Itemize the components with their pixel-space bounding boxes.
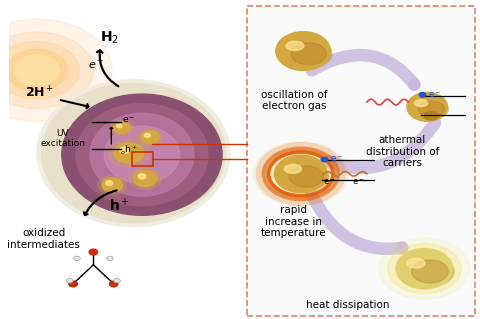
Circle shape <box>141 131 159 144</box>
Ellipse shape <box>283 39 332 69</box>
Text: e$^-$: e$^-$ <box>428 90 442 100</box>
Circle shape <box>0 32 94 108</box>
Ellipse shape <box>291 43 326 65</box>
Circle shape <box>73 256 80 261</box>
Ellipse shape <box>286 41 304 50</box>
Circle shape <box>110 120 133 135</box>
Circle shape <box>109 281 118 287</box>
Text: e$^-$: e$^-$ <box>330 155 344 164</box>
Circle shape <box>379 238 469 299</box>
Text: rapid
increase in
temperature: rapid increase in temperature <box>261 205 326 238</box>
Circle shape <box>129 168 161 189</box>
Circle shape <box>107 256 113 261</box>
Ellipse shape <box>84 107 221 212</box>
Text: oxidized
intermediates: oxidized intermediates <box>8 228 80 250</box>
Text: UV
excitation: UV excitation <box>40 129 85 148</box>
Text: H$_2$: H$_2$ <box>100 30 120 47</box>
Circle shape <box>138 174 146 179</box>
Circle shape <box>117 124 122 128</box>
Text: heat dissipation: heat dissipation <box>306 300 390 310</box>
Ellipse shape <box>284 164 301 173</box>
Ellipse shape <box>412 98 448 120</box>
Text: 2H$^+$: 2H$^+$ <box>24 85 54 100</box>
Circle shape <box>114 143 144 163</box>
Circle shape <box>89 249 97 255</box>
Circle shape <box>321 157 328 162</box>
Circle shape <box>144 133 150 137</box>
Circle shape <box>0 41 79 99</box>
Text: athermal
distribution of
carriers: athermal distribution of carriers <box>366 135 439 168</box>
Circle shape <box>0 19 112 121</box>
Circle shape <box>113 122 130 133</box>
Text: e$^-$: e$^-$ <box>88 60 104 71</box>
Circle shape <box>67 278 73 283</box>
Circle shape <box>102 178 122 192</box>
Circle shape <box>14 55 60 85</box>
Ellipse shape <box>42 84 226 223</box>
FancyArrowPatch shape <box>329 123 435 168</box>
Ellipse shape <box>76 104 208 206</box>
Circle shape <box>6 49 68 91</box>
Circle shape <box>120 147 130 153</box>
FancyArrowPatch shape <box>312 55 414 85</box>
Circle shape <box>114 278 120 283</box>
FancyArrowPatch shape <box>312 194 402 249</box>
Circle shape <box>387 244 461 293</box>
Circle shape <box>98 175 126 195</box>
Circle shape <box>69 281 77 287</box>
Circle shape <box>106 181 113 185</box>
Ellipse shape <box>281 162 329 191</box>
Text: $_o$h$^+$: $_o$h$^+$ <box>120 143 138 157</box>
Ellipse shape <box>412 260 448 283</box>
Circle shape <box>419 93 426 97</box>
Text: e$^-$: e$^-$ <box>122 116 135 125</box>
Circle shape <box>133 171 157 187</box>
Ellipse shape <box>62 94 222 215</box>
Ellipse shape <box>104 126 180 183</box>
Circle shape <box>137 129 163 146</box>
Ellipse shape <box>90 113 194 196</box>
Ellipse shape <box>407 93 447 121</box>
Ellipse shape <box>407 258 425 268</box>
Ellipse shape <box>396 249 453 289</box>
Ellipse shape <box>275 155 327 193</box>
Circle shape <box>253 142 348 206</box>
Circle shape <box>108 139 149 167</box>
Ellipse shape <box>289 166 324 187</box>
Ellipse shape <box>415 100 428 107</box>
FancyBboxPatch shape <box>247 6 475 316</box>
Ellipse shape <box>37 80 230 226</box>
Circle shape <box>264 149 338 199</box>
Ellipse shape <box>403 256 454 287</box>
Text: e$^-$: e$^-$ <box>352 177 364 187</box>
Text: h$^+$: h$^+$ <box>109 197 130 214</box>
Bar <box>132 152 153 166</box>
Ellipse shape <box>276 32 331 70</box>
Text: e$^-$: e$^-$ <box>324 177 336 187</box>
Ellipse shape <box>423 112 439 120</box>
Text: oscillation of
electron gas: oscillation of electron gas <box>261 90 327 111</box>
Ellipse shape <box>418 101 444 117</box>
